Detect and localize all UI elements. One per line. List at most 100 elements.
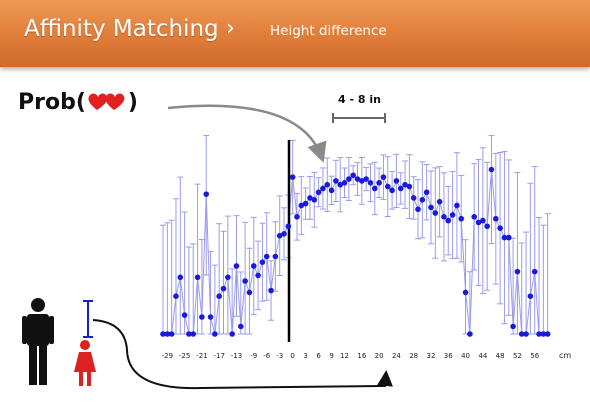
error-bar [190, 243, 197, 335]
data-point [289, 174, 296, 180]
data-point [393, 178, 400, 184]
heart-shape-right [105, 93, 125, 110]
prob-suffix: ) [127, 90, 138, 115]
range-bracket [332, 113, 386, 123]
height-bar-icon [83, 300, 93, 338]
x-tick-label: 52 [513, 352, 522, 360]
x-tick-label: 24 [392, 352, 401, 360]
data-point [199, 314, 205, 320]
x-tick-label: 12 [340, 352, 349, 360]
data-point [410, 195, 417, 201]
breadcrumb-subtitle[interactable]: Height difference [270, 23, 387, 39]
data-point [471, 214, 478, 220]
data-point [350, 172, 356, 179]
x-tick-label: 20 [375, 352, 384, 360]
data-point [488, 166, 495, 173]
data-point [359, 178, 365, 184]
data-point [428, 204, 434, 211]
x-tick-label: 36 [444, 352, 453, 360]
data-point [501, 234, 508, 241]
data-point [255, 272, 261, 279]
range-label: 4 - 8 in [338, 93, 381, 106]
data-point [454, 202, 460, 209]
data-point [307, 195, 313, 201]
data-point [475, 219, 482, 226]
data-point [419, 197, 426, 203]
error-bar [518, 242, 525, 335]
data-point [229, 331, 235, 337]
data-point [259, 259, 266, 265]
data-point [484, 223, 490, 230]
x-tick-label: -25 [179, 352, 190, 360]
data-point [285, 223, 292, 230]
x-tick-label: 0 [290, 352, 294, 360]
data-point [397, 185, 404, 192]
data-point [415, 206, 421, 213]
data-point [268, 287, 274, 294]
data-point [173, 293, 179, 300]
data-point [432, 210, 439, 216]
error-bar [488, 135, 495, 245]
data-point [160, 331, 166, 337]
series-line-layer [163, 169, 548, 335]
x-tick-label: 3 [303, 352, 307, 360]
data-point [246, 289, 253, 296]
data-point [514, 268, 521, 275]
error-bar [185, 246, 192, 335]
points-layer [160, 166, 551, 337]
error-bar [211, 264, 218, 335]
data-point [276, 232, 283, 239]
page-title: Affinity Matching [24, 16, 219, 42]
data-point [203, 191, 210, 197]
data-point [445, 217, 452, 224]
data-point [384, 183, 391, 190]
x-tick-label: -13 [231, 352, 242, 360]
heart-shape-left [88, 93, 108, 110]
data-point [177, 274, 184, 281]
data-point [220, 285, 227, 292]
data-point [225, 274, 231, 281]
x-tick-label: -17 [213, 352, 224, 360]
data-point [337, 181, 344, 188]
data-point [497, 225, 503, 231]
x-tick-label: 16 [357, 352, 366, 360]
data-point [341, 180, 348, 186]
header-banner: Affinity Matching › Height difference [0, 0, 590, 67]
data-point [233, 263, 240, 269]
data-point [536, 331, 542, 337]
data-point [389, 187, 395, 194]
data-point [164, 331, 171, 337]
error-bar [160, 224, 166, 335]
data-point [346, 176, 352, 182]
prob-prefix: Prob( [18, 90, 86, 115]
data-point [320, 185, 326, 192]
male-figure-icon [22, 298, 54, 385]
probability-label: Prob() [18, 90, 138, 115]
data-point [363, 176, 369, 182]
data-point [371, 185, 378, 192]
data-point [380, 174, 387, 180]
data-point [406, 183, 413, 190]
data-point [194, 274, 201, 281]
error-bar [540, 224, 547, 335]
data-point [263, 253, 270, 260]
x-tick-label: -3 [276, 352, 283, 360]
error-bar [242, 221, 249, 335]
chevron-right-icon[interactable]: › [226, 16, 235, 41]
x-tick-label: 9 [329, 352, 333, 360]
error-bar [177, 176, 184, 335]
height-arrow [92, 319, 393, 390]
data-point [302, 200, 309, 207]
data-point [238, 323, 244, 330]
data-point [462, 289, 469, 296]
error-bar [514, 172, 521, 335]
data-point [518, 331, 525, 337]
data-point [168, 331, 175, 337]
x-tick-labels: -29 -25 -21 -17 -13 -9 -6 -3 0 3 6 9 12 16 20 24 28 32 36 4… [162, 352, 540, 360]
data-point [190, 331, 197, 337]
data-point [281, 231, 287, 237]
x-tick-label: -29 [162, 352, 173, 360]
data-point [186, 331, 192, 337]
data-point [324, 181, 331, 188]
data-point [441, 214, 447, 220]
